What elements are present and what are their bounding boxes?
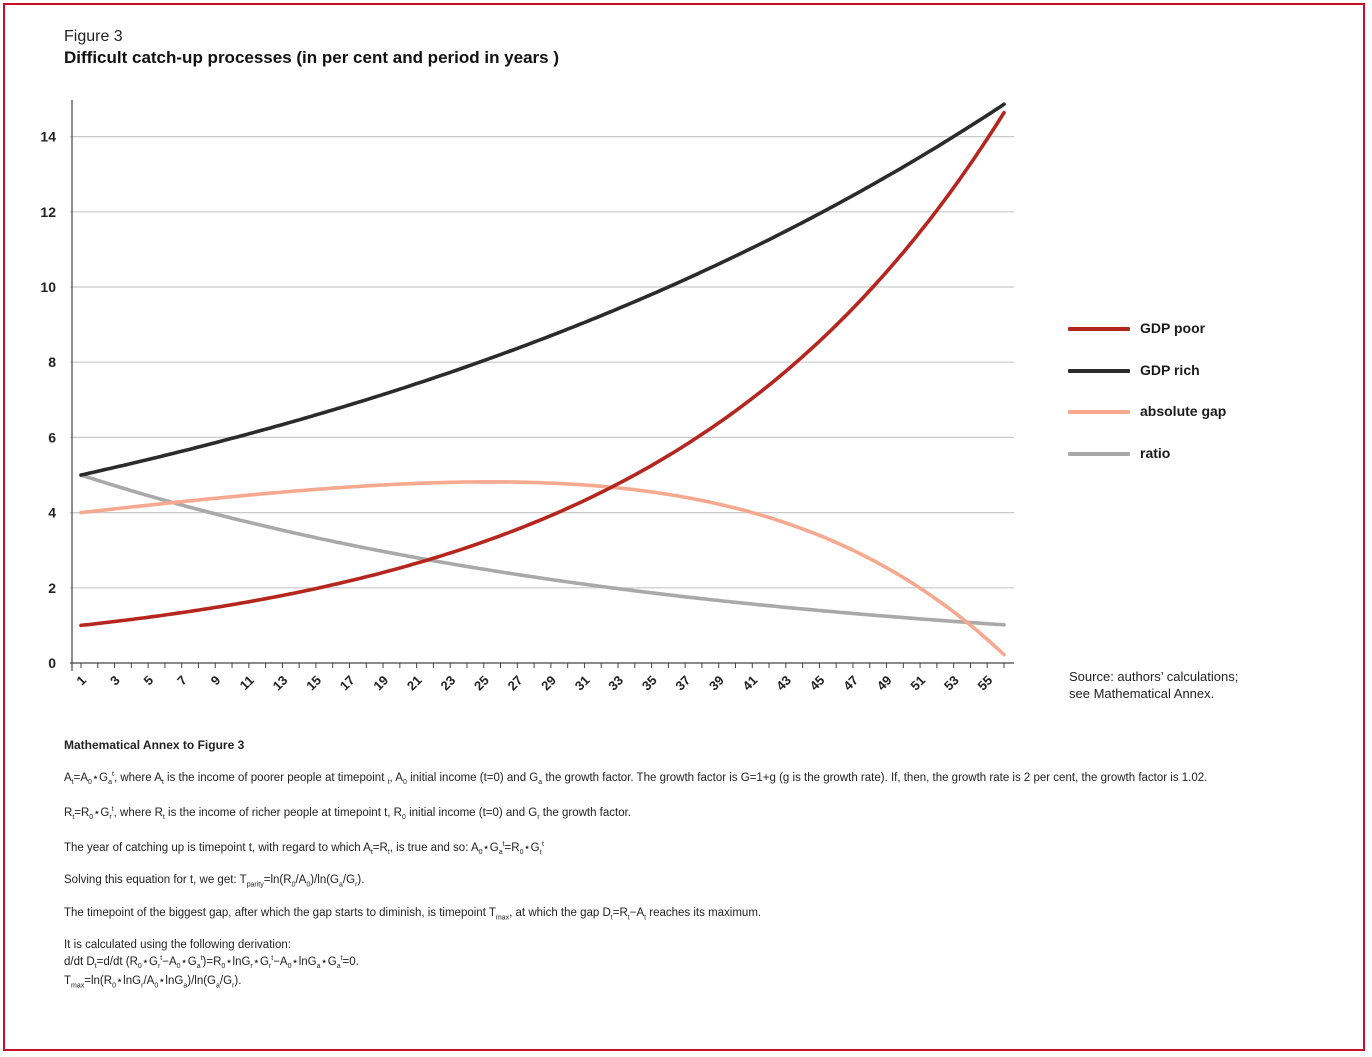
figure-frame xyxy=(3,3,1365,1051)
x-tick-label-5: 5 xyxy=(141,673,157,689)
x-tick-label-49: 49 xyxy=(874,673,895,694)
legend-label-gdp-poor: GDP poor xyxy=(1140,320,1206,336)
annex-paragraph-2: Rt=R0⋆Grt, where Rt is the income of ric… xyxy=(64,806,632,822)
y-tick-label-8: 8 xyxy=(48,354,56,370)
legend-swatch-ratio xyxy=(1068,452,1130,456)
x-tick-label-37: 37 xyxy=(672,673,693,694)
x-tick-label-25: 25 xyxy=(471,673,492,694)
x-tick-label-51: 51 xyxy=(907,673,928,694)
y-tick-label-14: 14 xyxy=(40,129,56,145)
x-tick-label-3: 3 xyxy=(107,673,123,689)
mathematical-annex: Mathematical Annex to Figure 3 At=A0⋆Gat… xyxy=(64,738,1344,993)
x-tick-label-23: 23 xyxy=(437,673,458,694)
legend-swatch-absolute-gap xyxy=(1068,410,1130,414)
annex-paragraph-5: The timepoint of the biggest gap, after … xyxy=(64,906,762,921)
x-tick-label-39: 39 xyxy=(706,673,727,694)
x-tick-label-53: 53 xyxy=(941,673,962,694)
figure-label: Figure 3 xyxy=(64,28,123,45)
figure-title: Difficult catch-up processes (in per cen… xyxy=(64,48,560,67)
x-tick-label-55: 55 xyxy=(975,673,996,694)
legend-swatch-gdp-poor xyxy=(1068,327,1130,331)
x-tick-label-33: 33 xyxy=(605,673,626,694)
x-tick-label-7: 7 xyxy=(174,673,190,689)
x-tick-label-41: 41 xyxy=(740,673,761,694)
x-tick-label-19: 19 xyxy=(370,673,391,694)
x-tick-label-9: 9 xyxy=(208,673,224,689)
x-tick-label-21: 21 xyxy=(404,673,425,694)
x-tick-label-13: 13 xyxy=(270,673,291,694)
source-note: Source: authors’ calculations; see Mathe… xyxy=(1069,668,1238,702)
y-tick-label-10: 10 xyxy=(40,279,56,295)
annex-paragraph-6: It is calculated using the following der… xyxy=(64,938,359,990)
series-line-gdp-poor xyxy=(79,110,1006,628)
series-line-ratio xyxy=(79,473,1006,627)
legend-label-ratio: ratio xyxy=(1140,445,1171,461)
annex-paragraph-4: Solving this equation for t, we get: Tpa… xyxy=(64,874,365,889)
y-tick-label-2: 2 xyxy=(48,580,56,596)
source-line-2: see Mathematical Annex. xyxy=(1069,686,1215,701)
source-line-1: Source: authors’ calculations; xyxy=(1069,669,1239,684)
x-tick-label-15: 15 xyxy=(303,673,324,694)
annex-heading: Mathematical Annex to Figure 3 xyxy=(64,738,245,752)
x-tick-label-31: 31 xyxy=(572,673,593,694)
x-tick-label-45: 45 xyxy=(807,673,828,694)
x-tick-label-11: 11 xyxy=(237,673,257,693)
legend-label-absolute-gap: absolute gap xyxy=(1140,403,1227,419)
y-tick-label-0: 0 xyxy=(48,655,56,671)
x-tick-label-47: 47 xyxy=(840,673,861,694)
legend-label-gdp-rich: GDP rich xyxy=(1140,362,1200,378)
legend-swatch-gdp-rich xyxy=(1068,369,1130,373)
y-tick-label-6: 6 xyxy=(48,429,56,445)
x-tick-label-27: 27 xyxy=(505,673,526,694)
series-line-gdp-rich xyxy=(79,102,1006,477)
x-tick-label-43: 43 xyxy=(773,673,794,694)
annex-paragraph-3: The year of catching up is timepoint t, … xyxy=(64,841,544,857)
x-tick-label-1: 1 xyxy=(73,673,89,689)
series-line-absolute-gap xyxy=(79,480,1006,657)
x-tick-label-29: 29 xyxy=(538,673,559,694)
x-tick-label-17: 17 xyxy=(337,673,358,694)
annex-paragraph-1: At=A0⋆Gat, where At is the income of poo… xyxy=(64,771,1208,787)
y-tick-label-4: 4 xyxy=(48,505,56,521)
y-tick-label-12: 12 xyxy=(40,204,56,220)
x-tick-label-35: 35 xyxy=(639,673,660,694)
